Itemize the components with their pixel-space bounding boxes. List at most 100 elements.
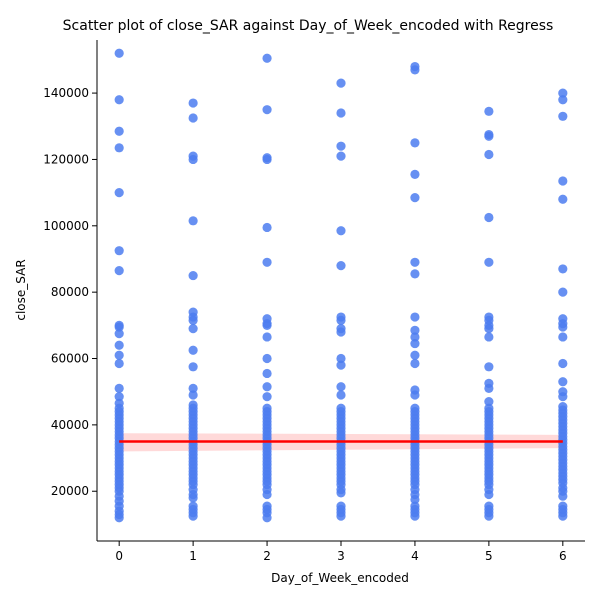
data-point	[336, 315, 346, 325]
data-point	[558, 332, 568, 342]
data-point	[262, 489, 272, 500]
data-point	[410, 511, 420, 521]
y-axis-label: close_SAR	[14, 259, 28, 320]
data-point	[336, 141, 346, 151]
data-point	[484, 106, 494, 116]
data-point	[336, 327, 346, 337]
data-point	[558, 322, 568, 332]
data-point	[558, 511, 568, 521]
data-point	[188, 390, 198, 400]
data-point	[114, 383, 124, 393]
data-point	[558, 176, 568, 186]
data-point	[114, 48, 124, 58]
data-point	[484, 149, 494, 160]
y-tick-label: 120000	[43, 152, 89, 166]
data-point	[336, 151, 346, 161]
x-tick-label: 0	[115, 549, 123, 563]
data-point	[484, 212, 494, 223]
data-point	[262, 154, 272, 165]
data-point	[114, 246, 124, 256]
data-point	[188, 324, 198, 334]
data-point	[484, 332, 494, 342]
data-point	[114, 126, 124, 136]
data-point	[188, 154, 198, 165]
data-point	[558, 264, 568, 274]
data-point	[484, 324, 494, 334]
data-point	[336, 108, 346, 118]
data-point	[558, 88, 568, 98]
data-point	[410, 338, 420, 349]
chart-title: Scatter plot of close_SAR against Day_of…	[63, 18, 554, 34]
data-point	[188, 270, 198, 281]
data-point	[410, 332, 420, 342]
data-point	[114, 329, 124, 339]
data-point	[114, 358, 124, 369]
data-point	[484, 489, 494, 500]
data-point	[336, 360, 346, 370]
data-point	[410, 312, 420, 322]
x-tick-label: 1	[189, 549, 197, 563]
data-point	[262, 353, 272, 364]
data-point	[410, 138, 420, 148]
data-point	[410, 169, 420, 179]
data-point	[114, 350, 124, 360]
y-tick-label: 20000	[51, 484, 89, 498]
y-ticks: 20000 40000 60000 80000 100000 120000 140000	[43, 86, 97, 498]
data-point	[114, 188, 124, 198]
data-point	[558, 491, 568, 501]
data-point	[410, 257, 420, 267]
data-point	[484, 397, 494, 407]
data-point	[558, 358, 568, 369]
data-point	[262, 392, 272, 402]
data-point	[336, 78, 346, 88]
data-point	[188, 216, 198, 226]
data-point	[114, 392, 124, 402]
data-point	[410, 65, 420, 75]
data-point	[262, 53, 272, 63]
data-point	[262, 222, 272, 233]
data-point	[114, 143, 124, 153]
data-point	[336, 226, 346, 236]
data-point	[410, 325, 420, 335]
data-point	[410, 494, 420, 505]
data-point	[188, 113, 198, 123]
data-point	[484, 257, 494, 267]
data-point	[114, 513, 124, 523]
data-point	[114, 95, 124, 105]
y-tick-label: 100000	[43, 219, 89, 233]
data-point	[558, 287, 568, 297]
data-point	[410, 350, 420, 360]
data-point	[114, 265, 124, 276]
y-tick-label: 40000	[51, 418, 89, 432]
data-point	[484, 383, 494, 393]
data-point	[558, 392, 568, 402]
data-point	[188, 98, 198, 108]
data-point	[188, 493, 198, 503]
data-point	[410, 269, 420, 279]
data-point	[558, 194, 568, 204]
data-point	[262, 105, 272, 115]
data-point	[336, 488, 346, 498]
data-point	[558, 111, 568, 121]
data-point	[262, 513, 272, 523]
y-tick-label: 60000	[51, 352, 89, 366]
data-point	[114, 322, 124, 332]
x-tick-label: 3	[337, 549, 345, 563]
data-point	[188, 383, 198, 393]
data-point	[188, 511, 198, 521]
data-point	[484, 511, 494, 521]
points-layer	[114, 48, 568, 523]
data-point	[484, 362, 494, 372]
x-axis-label: Day_of_Week_encoded	[271, 571, 409, 585]
data-point	[188, 345, 198, 355]
x-ticks: 0 1 2 3 4 5 6	[115, 541, 567, 563]
data-point	[336, 261, 346, 271]
data-point	[336, 382, 346, 392]
data-point	[114, 340, 124, 350]
y-tick-label: 140000	[43, 86, 89, 100]
data-point	[410, 358, 420, 369]
data-point	[188, 315, 198, 325]
data-point	[558, 95, 568, 105]
data-point	[336, 511, 346, 521]
